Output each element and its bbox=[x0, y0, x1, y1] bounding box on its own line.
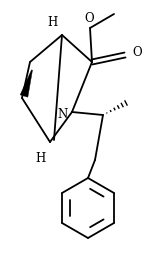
Text: O: O bbox=[132, 47, 142, 59]
Text: H: H bbox=[35, 151, 45, 165]
Text: H: H bbox=[47, 16, 57, 28]
Polygon shape bbox=[20, 70, 33, 97]
Text: O: O bbox=[84, 13, 94, 25]
Text: N: N bbox=[58, 109, 68, 121]
